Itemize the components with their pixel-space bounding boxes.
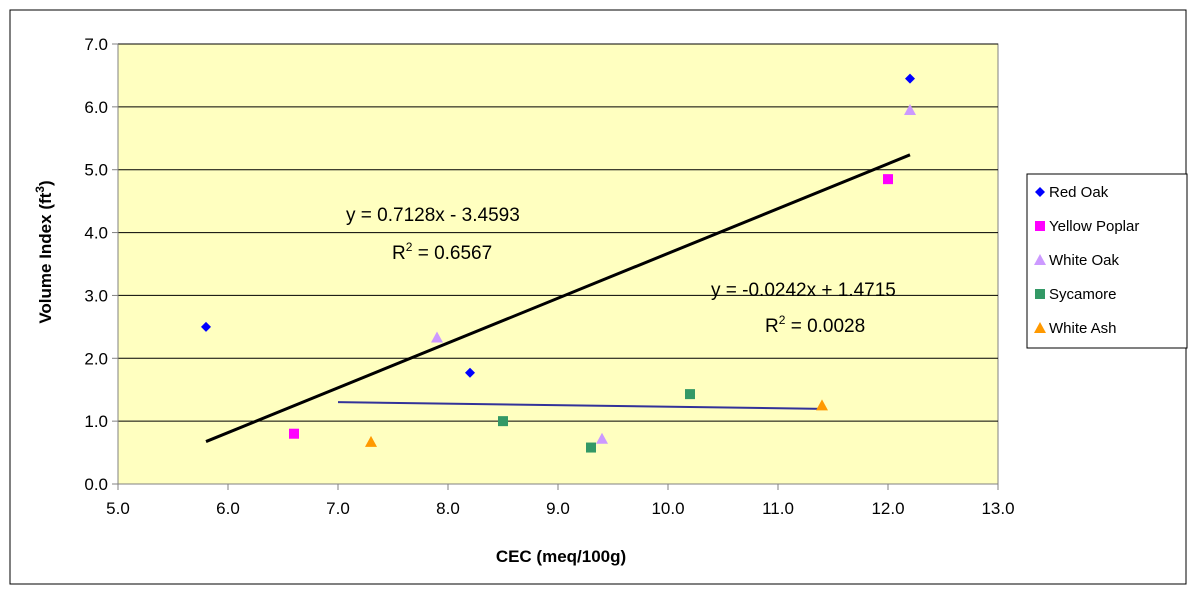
legend-marker-white-ash <box>1034 322 1046 333</box>
y-axis-title-superscript: 3 <box>33 186 47 193</box>
yellow-poplar-point <box>883 174 893 185</box>
y-tick-label: 4.0 <box>84 224 108 243</box>
trendline-2 <box>337 401 823 410</box>
x-tick-label: 8.0 <box>436 499 460 518</box>
red-oak-point <box>905 73 915 84</box>
y-tick-label: 3.0 <box>84 286 108 305</box>
x-tick-labels: 5.0 6.0 7.0 8.0 9.0 10.0 11.0 12.0 13.0 <box>106 499 1014 518</box>
y-tick-label: 1.0 <box>84 412 108 431</box>
data-points <box>201 73 916 453</box>
x-tick-label: 6.0 <box>216 499 240 518</box>
sycamore-point <box>498 416 508 427</box>
legend-marker-yellow-poplar <box>1035 221 1045 231</box>
x-tick-label: 5.0 <box>106 499 130 518</box>
legend-marker-red-oak <box>1035 187 1045 197</box>
white-oak-point <box>431 331 443 343</box>
white-ash-point <box>816 399 828 411</box>
x-tick-label: 11.0 <box>762 499 794 518</box>
gridlines <box>118 43 998 422</box>
x-tick-label: 10.0 <box>651 499 684 518</box>
trendline-1-r-value: = 0.6567 <box>412 243 492 264</box>
y-tick-label: 6.0 <box>84 98 108 117</box>
white-oak-point <box>904 104 916 115</box>
trendline-2-r-squared: R2 = 0.0028 <box>765 313 865 337</box>
yellow-poplar-point <box>289 428 299 439</box>
white-oak-point <box>596 432 608 444</box>
x-tick-label: 13.0 <box>981 499 1014 518</box>
trendlines <box>205 153 911 443</box>
trendline-2-r-label: R <box>765 316 779 337</box>
legend-box <box>1026 173 1188 349</box>
red-oak-point <box>201 321 211 332</box>
trendline-2-r-superscript: 2 <box>779 313 786 327</box>
y-axis-title-close: ) <box>36 180 55 186</box>
red-oak-point <box>465 367 475 378</box>
y-axis-title-main: Volume Index (ft <box>36 192 55 323</box>
sycamore-point <box>586 442 596 453</box>
axes <box>112 43 999 490</box>
y-axis-title: Volume Index (ft3) <box>33 180 55 323</box>
y-tick-label: 0.0 <box>84 475 108 494</box>
trendline-1-r-squared: R2 = 0.6567 <box>392 240 492 264</box>
trendline-2-equation: y = -0.0242x + 1.4715 <box>711 280 896 301</box>
trendline-2-r-value: = 0.0028 <box>785 316 865 337</box>
trendline-1-r-superscript: 2 <box>406 240 413 254</box>
plot-area <box>117 43 999 485</box>
y-tick-labels: 0.0 1.0 2.0 3.0 4.0 5.0 6.0 7.0 <box>84 35 108 494</box>
x-axis-title: CEC (meq/100g) <box>496 547 626 566</box>
legend-marker-white-oak <box>1034 254 1046 265</box>
y-tick-label: 2.0 <box>84 349 108 368</box>
y-tick-label: 5.0 <box>84 161 108 180</box>
trendline-1 <box>205 153 911 443</box>
trendline-1-equation: y = 0.7128x - 3.4593 <box>346 205 520 226</box>
legend-label-white-oak: White Oak <box>1049 252 1120 269</box>
legend: Red Oak Yellow Poplar White Oak Sycamore Whi… <box>1026 173 1188 349</box>
legend-label-sycamore: Sycamore <box>1049 286 1117 303</box>
white-ash-point <box>365 435 377 447</box>
x-tick-label: 9.0 <box>546 499 570 518</box>
legend-label-white-ash: White Ash <box>1049 320 1117 337</box>
x-tick-label: 7.0 <box>326 499 350 518</box>
sycamore-point <box>685 389 695 400</box>
x-tick-label: 12.0 <box>871 499 904 518</box>
legend-label-yellow-poplar: Yellow Poplar <box>1049 218 1139 235</box>
legend-label-red-oak: Red Oak <box>1049 184 1109 201</box>
y-tick-label: 7.0 <box>84 35 108 54</box>
legend-marker-sycamore <box>1035 289 1045 299</box>
trendline-1-r-label: R <box>392 243 406 264</box>
